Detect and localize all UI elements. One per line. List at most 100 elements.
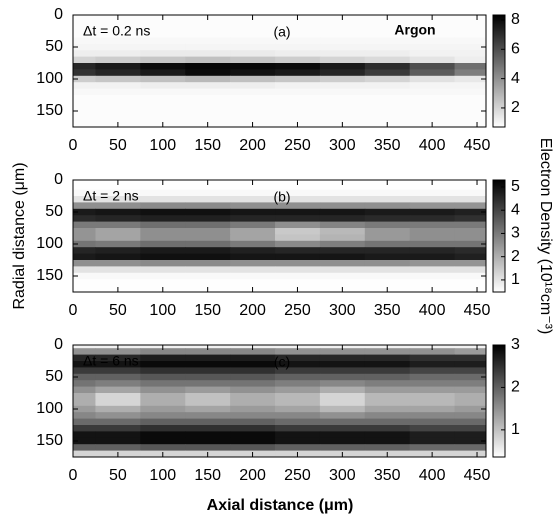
cell: [230, 431, 276, 439]
cell: [319, 266, 366, 274]
cell: [230, 367, 276, 375]
cell: [319, 37, 366, 45]
cell: [409, 399, 456, 407]
cell: [73, 354, 96, 362]
plot-frame: [72, 179, 487, 293]
cell: [230, 361, 276, 368]
x-tick-label: 100: [149, 302, 176, 319]
cell: [275, 24, 321, 32]
cell: [185, 431, 231, 439]
cell: [95, 260, 141, 267]
cell: [409, 208, 456, 216]
cell: [230, 56, 276, 64]
annotation: Δt = 6 ns: [83, 353, 139, 369]
cell: [409, 43, 456, 51]
cell: [319, 75, 366, 83]
cell: [73, 240, 96, 248]
x-tick-label: 350: [374, 302, 401, 319]
cell: [140, 431, 186, 439]
cell: [140, 37, 186, 45]
cell: [140, 272, 186, 280]
cell: [364, 386, 411, 394]
cell: [454, 56, 486, 64]
cell: [275, 386, 321, 394]
cell: [364, 247, 411, 255]
cell: [364, 114, 411, 122]
cell: [275, 43, 321, 51]
cell: [275, 114, 321, 122]
cell: [140, 43, 186, 51]
cell: [364, 107, 411, 115]
cell: [73, 31, 96, 38]
cell: [140, 69, 186, 77]
cell: [319, 234, 366, 242]
cell: [95, 361, 141, 368]
cell: [364, 240, 411, 248]
cell: [275, 208, 321, 216]
cell: [95, 367, 141, 375]
cell: [275, 260, 321, 267]
cell: [409, 405, 456, 413]
cell: [73, 43, 96, 51]
cell: [73, 196, 96, 203]
cell: [319, 386, 366, 394]
cell: [95, 183, 141, 191]
plot-frame: [72, 344, 487, 458]
cell: [275, 69, 321, 77]
x-tick-label: 450: [464, 137, 491, 154]
cell: [230, 101, 276, 109]
cell: [140, 114, 186, 122]
cell: [319, 348, 366, 356]
cell: [230, 107, 276, 115]
cell: [230, 69, 276, 77]
cell: [319, 114, 366, 122]
cell: [409, 37, 456, 45]
cell: [275, 266, 321, 274]
cell: [364, 82, 411, 90]
cell: [319, 196, 366, 203]
cell: [275, 18, 321, 26]
x-tick-label: 250: [284, 302, 311, 319]
cell: [319, 412, 366, 420]
cell: [230, 43, 276, 51]
cell: [454, 345, 486, 349]
cell: [319, 202, 366, 210]
cell: [73, 56, 96, 64]
cell: [364, 183, 411, 191]
cell: [364, 444, 411, 452]
cell: [73, 285, 96, 292]
cell: [73, 272, 96, 280]
cell: [364, 272, 411, 280]
cell: [230, 437, 276, 445]
cell: [409, 24, 456, 32]
cell: [185, 386, 231, 394]
cell: [364, 399, 411, 407]
colorbar-tick-label: 3: [511, 225, 520, 242]
heatmap: [73, 180, 486, 292]
cell: [95, 247, 141, 255]
x-tick-label: 200: [239, 302, 266, 319]
cell: [275, 189, 321, 197]
x-tick-label: 0: [69, 137, 78, 154]
cell: [319, 272, 366, 280]
cell: [319, 354, 366, 362]
cell: [364, 50, 411, 58]
y-tick-label: 0: [54, 171, 63, 188]
cell: [140, 189, 186, 197]
cell: [454, 107, 486, 115]
x-tick-label: 150: [194, 137, 221, 154]
colorbar-tick-label: 2: [511, 99, 520, 116]
cell: [230, 247, 276, 255]
cell: [454, 431, 486, 439]
cell: [73, 24, 96, 32]
cell: [230, 260, 276, 267]
cell: [73, 437, 96, 445]
cell: [454, 15, 486, 19]
x-tick-label: 250: [284, 467, 311, 484]
cell: [95, 43, 141, 51]
colorbar: [492, 179, 506, 293]
cell: [275, 234, 321, 242]
cell: [275, 95, 321, 102]
cell: [230, 208, 276, 216]
cell: [185, 189, 231, 197]
